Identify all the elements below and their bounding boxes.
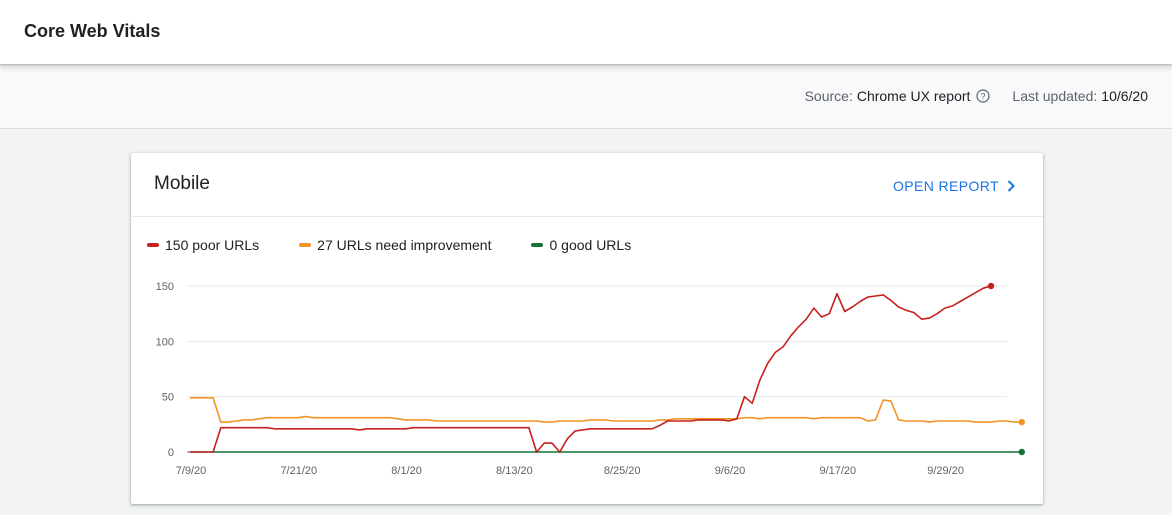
app-header: Core Web Vitals	[0, 0, 1172, 64]
legend-item-poor[interactable]: 150 poor URLs	[147, 237, 259, 253]
x-tick-label: 8/13/20	[496, 465, 533, 477]
open-report-button[interactable]: OPEN REPORT	[893, 178, 1015, 194]
y-tick-label: 100	[156, 336, 174, 348]
chart-legend: 150 poor URLs 27 URLs need improvement 0…	[147, 237, 671, 253]
last-updated-value: 10/6/20	[1101, 88, 1148, 104]
source-bar	[0, 64, 1172, 129]
page-title: Core Web Vitals	[24, 21, 161, 41]
x-tick-label: 9/29/20	[927, 465, 964, 477]
x-tick-label: 9/6/20	[715, 465, 746, 477]
last-updated-label: Last updated:	[1012, 88, 1098, 104]
y-tick-label: 150	[156, 281, 174, 293]
x-tick-label: 9/17/20	[819, 465, 856, 477]
y-tick-label: 0	[168, 447, 174, 459]
x-tick-label: 8/25/20	[604, 465, 641, 477]
legend-label: 27 URLs need improvement	[317, 237, 492, 253]
series-line	[190, 397, 1022, 423]
series-end-point	[1018, 448, 1026, 456]
x-tick-label: 7/9/20	[176, 465, 207, 477]
help-circle-icon[interactable]: ?	[976, 89, 991, 103]
x-tick-label: 8/1/20	[391, 465, 422, 477]
chevron-right-icon	[1007, 180, 1015, 192]
legend-swatch	[299, 243, 312, 247]
legend-swatch	[147, 243, 159, 247]
legend-item-needs-improvement[interactable]: 27 URLs need improvement	[299, 237, 491, 253]
legend-label: 0 good URLs	[549, 237, 632, 253]
legend-label: 150 poor URLs	[165, 237, 260, 253]
url-status-line-chart: 0 50 100 150 7/9/20 7/21/20 8/1/20 8/13/20 8/25/…	[156, 281, 1026, 477]
card-title: Mobile	[154, 173, 210, 194]
source-info: Source: Chrome UX report ? Last updated:…	[805, 88, 1148, 104]
card-header: Mobile OPEN REPORT	[131, 153, 1043, 217]
open-report-label: OPEN REPORT	[892, 178, 999, 194]
series-end-point	[987, 282, 995, 290]
legend-item-good[interactable]: 0 good URLs	[531, 237, 631, 253]
y-tick-label: 50	[162, 392, 174, 404]
series-line	[190, 285, 992, 453]
source-label: Source:	[804, 88, 853, 104]
mobile-card: Mobile OPEN REPORT 150 poor URLs 27 URLs…	[131, 153, 1043, 504]
legend-swatch	[531, 243, 544, 247]
svg-text:?: ?	[981, 92, 986, 102]
source-value: Chrome UX report	[856, 88, 971, 104]
series-end-point	[1018, 418, 1026, 426]
x-tick-label: 7/21/20	[280, 465, 317, 477]
